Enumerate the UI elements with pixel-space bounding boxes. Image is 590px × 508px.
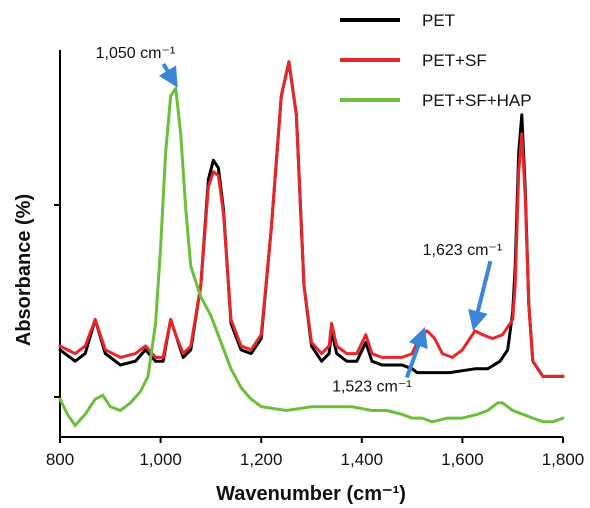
annotation-label: 1,623 cm⁻¹ [423,242,503,259]
series-lines [58,60,565,428]
x-tick-label: 1,200 [240,450,283,469]
x-tick-label: 1,600 [441,450,484,469]
annotation-arrow [404,326,428,379]
legend-label: PET [422,11,455,30]
legend: PET PET+SF PET+SF+HAP [340,11,532,110]
x-axis-ticks: 800 1,000 1,200 1,400 1,600 1,800 [46,437,584,469]
annotation-arrow [158,62,178,88]
legend-label: PET+SF [422,51,487,70]
series-line-3 [58,86,565,428]
x-tick-label: 1,800 [542,450,585,469]
x-axis-title: Wavenumber (cm⁻¹) [216,483,406,505]
annotation-label: 1,523 cm⁻¹ [332,379,412,396]
plot-area [54,50,563,438]
y-axis-title: Absorbance (%) [13,194,35,346]
x-tick-label: 1,400 [341,450,384,469]
annotation-arrow [468,260,493,331]
annotation-label: 1,050 cm⁻¹ [96,45,176,62]
x-tick-label: 800 [46,450,74,469]
series-line-2 [58,60,565,378]
legend-label: PET+SF+HAP [422,91,532,110]
x-tick-label: 1,000 [139,450,182,469]
annotations: 1,050 cm⁻¹ 1,623 cm⁻¹ 1,523 cm⁻¹ [96,45,503,396]
